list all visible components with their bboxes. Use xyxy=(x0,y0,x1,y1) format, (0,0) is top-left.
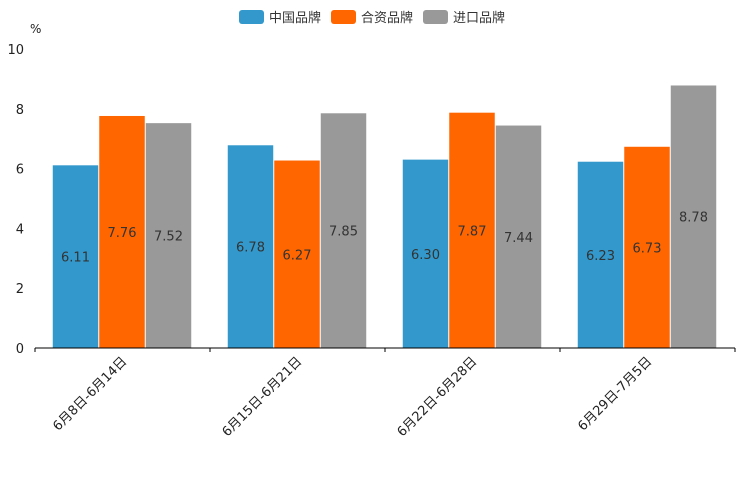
legend-label-joint-venture-brand: 合资品牌 xyxy=(360,11,413,26)
bar-1-1[interactable] xyxy=(274,160,320,348)
bar-label-0-2: 6.30 xyxy=(411,248,440,263)
legend-item-joint-venture-brand[interactable]: 合资品牌 xyxy=(330,7,413,26)
y-tick-label-2: 2 xyxy=(16,282,24,297)
bar-label-2-0: 7.52 xyxy=(154,230,183,245)
y-axis-unit-label: % xyxy=(30,22,41,36)
bar-2-1[interactable] xyxy=(320,113,367,348)
x-axis-labels: 6月8日-6月14日 6月15日-6月21日 6月22日-6月28日 6月29日-7月… xyxy=(50,354,655,440)
y-tick-label-10: 10 xyxy=(7,43,24,58)
bar-2-3[interactable] xyxy=(670,85,717,348)
bar-label-1-0: 7.76 xyxy=(108,226,137,241)
bar-label-0-0: 6.11 xyxy=(61,251,90,266)
bar-label-0-1: 6.78 xyxy=(236,241,265,256)
legend-swatch-import-brand xyxy=(423,9,448,24)
legend-item-china-brand[interactable]: 中国品牌 xyxy=(238,7,321,26)
y-tick-label-8: 8 xyxy=(16,103,24,118)
legend-label-import-brand: 进口品牌 xyxy=(453,11,506,26)
bar-0-0[interactable] xyxy=(52,165,99,348)
legend-swatch-joint-venture-brand xyxy=(330,9,356,24)
bar-label-1-2: 7.87 xyxy=(458,224,487,239)
bar-label-2-1: 7.85 xyxy=(329,225,358,240)
bar-0-2[interactable] xyxy=(402,159,449,348)
x-axis-ticks xyxy=(34,348,736,352)
x-tick-label-3: 6月29日-7月5日 xyxy=(575,354,655,434)
x-tick-label-1: 6月15日-6月21日 xyxy=(220,354,306,440)
bar-1-0[interactable] xyxy=(99,115,145,348)
bar-1-2[interactable] xyxy=(449,112,495,348)
x-tick-label-2: 6月22日-6月28日 xyxy=(395,354,481,440)
y-tick-label-4: 4 xyxy=(16,222,24,237)
legend-item-import-brand[interactable]: 进口品牌 xyxy=(423,7,505,26)
x-tick-label-0: 6月8日-6月14日 xyxy=(50,354,130,434)
bar-1-3[interactable] xyxy=(624,146,670,348)
legend-label-china-brand: 中国品牌 xyxy=(268,11,321,26)
bar-label-1-3: 6.73 xyxy=(633,241,662,256)
y-tick-label-6: 6 xyxy=(16,163,24,178)
legend-swatch-china-brand xyxy=(238,9,264,24)
bar-2-0[interactable] xyxy=(145,123,192,348)
bar-label-2-2: 7.44 xyxy=(504,231,533,246)
bars-group xyxy=(52,85,717,348)
bar-label-2-3: 8.78 xyxy=(679,211,708,226)
y-axis-ticks: 0 2 4 6 8 10 xyxy=(7,43,24,357)
bar-0-3[interactable] xyxy=(577,161,624,348)
bar-2-2[interactable] xyxy=(495,125,542,348)
chart-legend: 中国品牌 合资品牌 进口品牌 xyxy=(0,7,744,26)
bar-0-1[interactable] xyxy=(227,145,274,348)
y-tick-label-0: 0 xyxy=(16,342,24,357)
bar-label-1-1: 6.27 xyxy=(283,248,312,263)
bar-label-0-3: 6.23 xyxy=(586,249,615,264)
bar-labels-group: 6.11 6.78 6.30 6.23 7.76 6.27 7.87 6.73 7.52 7.85… xyxy=(61,211,708,266)
